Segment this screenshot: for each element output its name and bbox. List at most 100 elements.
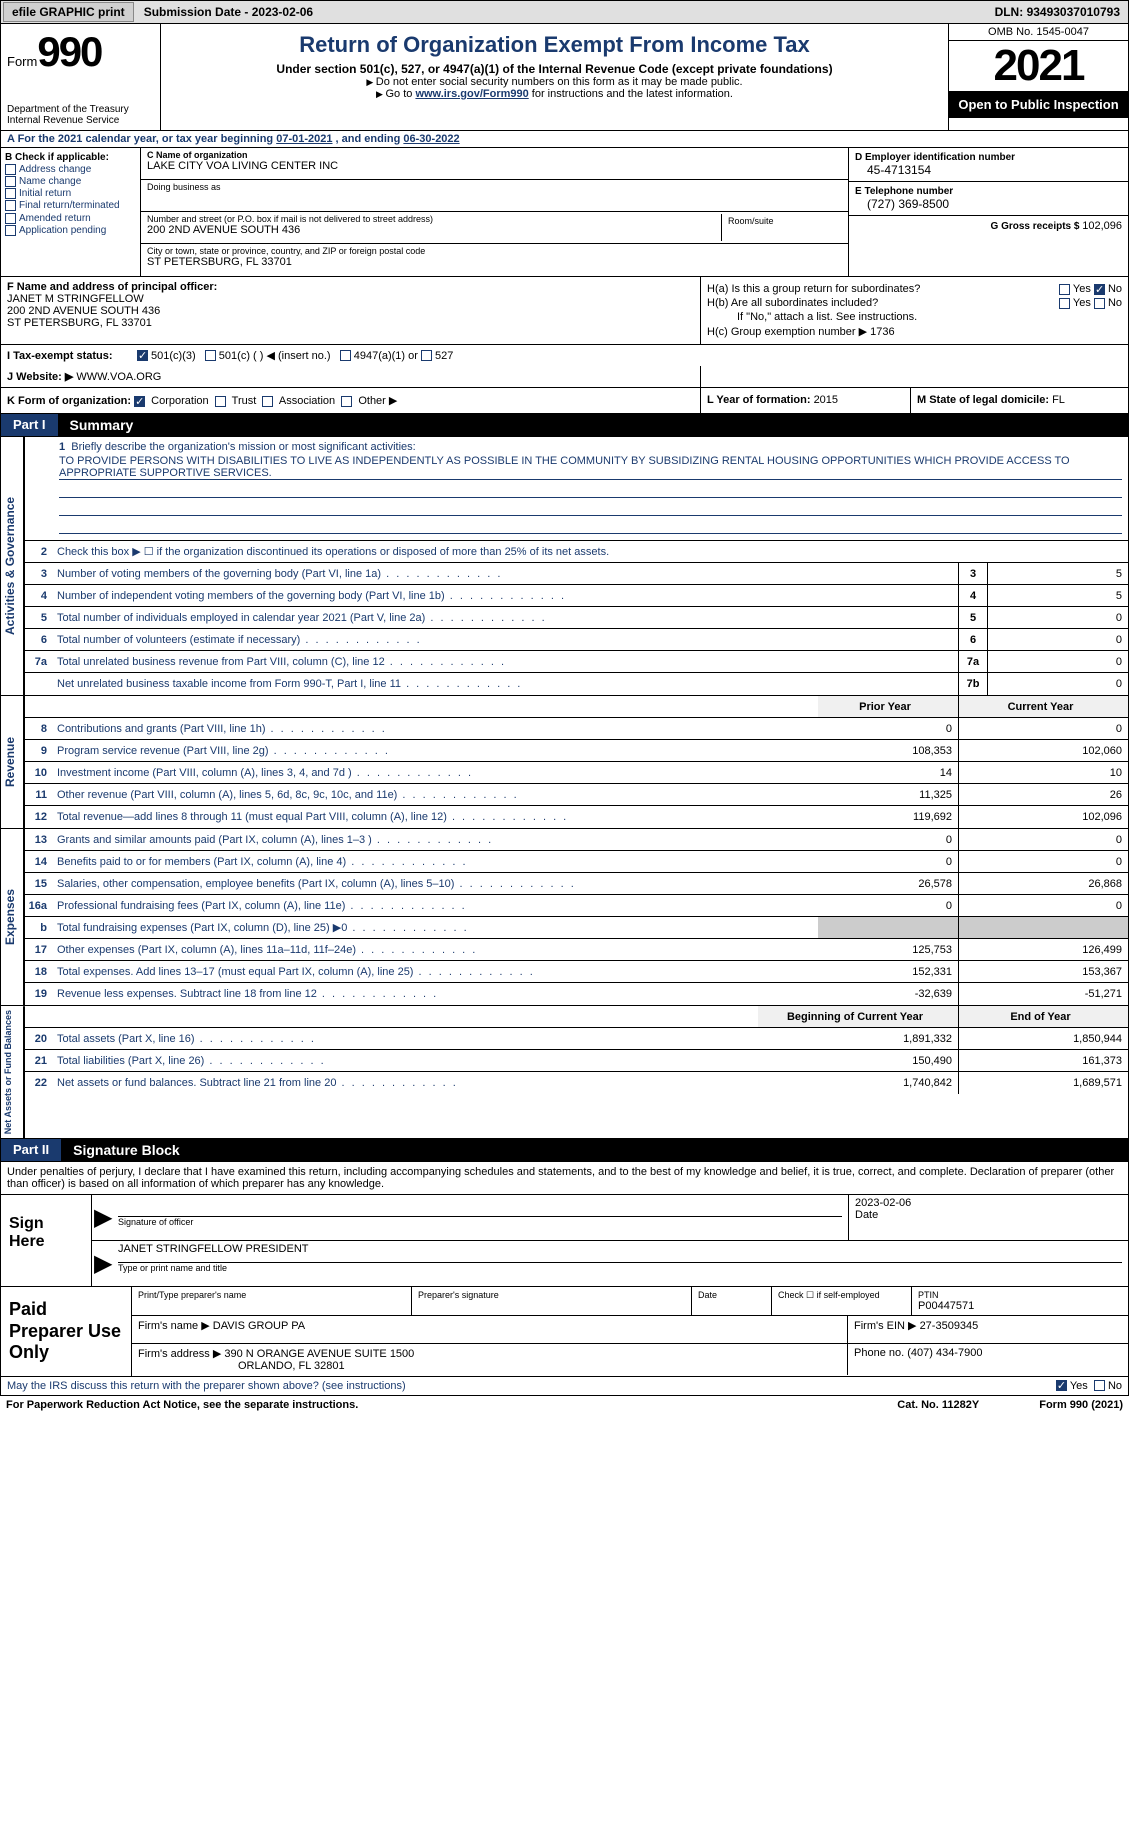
summary-line: 15Salaries, other compensation, employee…	[25, 873, 1128, 895]
sig-line-2: ▶ JANET STRINGFELLOW PRESIDENT Type or p…	[92, 1241, 1128, 1286]
summary-line: 22Net assets or fund balances. Subtract …	[25, 1072, 1128, 1094]
opt-assoc: Association	[279, 395, 335, 407]
firm-phone-label: Phone no.	[854, 1347, 907, 1359]
line-a-mid: , and ending	[336, 133, 404, 145]
officer-name: JANET M STRINGFELLOW	[7, 293, 694, 305]
chk-4947[interactable]	[340, 350, 351, 361]
officer-name-title: JANET STRINGFELLOW PRESIDENT	[118, 1243, 1122, 1263]
part-2-label: Part II	[1, 1139, 61, 1161]
col-begin-year: Beginning of Current Year	[758, 1006, 958, 1027]
firm-addr1: 390 N ORANGE AVENUE SUITE 1500	[224, 1348, 414, 1360]
line-m-state: M State of legal domicile: FL	[911, 388, 1071, 413]
hb-yes-checkbox[interactable]	[1059, 298, 1070, 309]
chk-label: Name change	[19, 176, 81, 187]
ha-yes-checkbox[interactable]	[1059, 284, 1070, 295]
line-desc: Contributions and grants (Part VIII, lin…	[53, 721, 818, 737]
chk-association[interactable]	[262, 396, 273, 407]
summary-line: 14Benefits paid to or for members (Part …	[25, 851, 1128, 873]
line-prior: 14	[818, 762, 958, 783]
city-value: ST PETERSBURG, FL 33701	[147, 256, 842, 268]
sign-here-label: Sign Here	[1, 1195, 91, 1286]
line-desc: Program service revenue (Part VIII, line…	[53, 743, 818, 759]
chk-final-return[interactable]: Final return/terminated	[5, 200, 136, 211]
mission-text: TO PROVIDE PERSONS WITH DISABILITIES TO …	[59, 455, 1122, 480]
line-desc: Total unrelated business revenue from Pa…	[53, 654, 958, 670]
line-current: 0	[958, 829, 1128, 850]
discuss-yes-checkbox[interactable]	[1056, 1380, 1067, 1391]
ein-value: 45-4713154	[855, 163, 1122, 177]
line-current	[958, 917, 1128, 938]
phone-value: (727) 369-8500	[855, 197, 1122, 211]
line-num: 10	[25, 767, 53, 779]
line-num: 20	[25, 1033, 53, 1045]
summary-line: 9Program service revenue (Part VIII, lin…	[25, 740, 1128, 762]
line-desc: Revenue less expenses. Subtract line 18 …	[53, 986, 818, 1002]
part-2-title: Signature Block	[61, 1139, 192, 1161]
chk-other[interactable]	[341, 396, 352, 407]
summary-line: Net unrelated business taxable income fr…	[25, 673, 1128, 695]
line-num: 5	[25, 612, 53, 624]
summary-activities-governance: Activities & Governance 1 Briefly descri…	[0, 437, 1129, 696]
summary-ag-body: 1 Briefly describe the organization's mi…	[25, 437, 1128, 695]
line-i-label: I Tax-exempt status:	[7, 350, 137, 362]
chk-527[interactable]	[421, 350, 432, 361]
tax-year: 2021	[949, 41, 1128, 91]
chk-amended-return[interactable]: Amended return	[5, 213, 136, 224]
line-desc: Total revenue—add lines 8 through 11 (mu…	[53, 809, 818, 825]
tax-year-end: 06-30-2022	[403, 133, 459, 145]
line-a-tax-year: A For the 2021 calendar year, or tax yea…	[0, 131, 1129, 148]
section-bcd: B Check if applicable: Address change Na…	[0, 148, 1129, 277]
line-j-website: J Website: ▶ WWW.VOA.ORG	[0, 366, 1129, 388]
line-desc: Salaries, other compensation, employee b…	[53, 876, 818, 892]
hc-label: H(c) Group exemption number ▶	[707, 326, 867, 338]
no-label: No	[1108, 1380, 1122, 1392]
line-current: 102,096	[958, 806, 1128, 828]
line-current: 161,373	[958, 1050, 1128, 1071]
line-f-h: F Name and address of principal officer:…	[0, 277, 1129, 345]
state-domicile-label: M State of legal domicile:	[917, 394, 1052, 406]
summary-line: 18Total expenses. Add lines 13–17 (must …	[25, 961, 1128, 983]
line-prior: -32,639	[818, 983, 958, 1005]
chk-initial-return[interactable]: Initial return	[5, 188, 136, 199]
chk-trust[interactable]	[215, 396, 226, 407]
line-box: 6	[958, 629, 988, 650]
line-prior: 0	[818, 718, 958, 739]
line-desc: Professional fundraising fees (Part IX, …	[53, 898, 818, 914]
line-f-officer: F Name and address of principal officer:…	[1, 277, 701, 344]
prep-self-employed: Check ☐ if self-employed	[772, 1287, 912, 1315]
sig-arrow-icon: ▶	[92, 1241, 112, 1286]
street-cell: Number and street (or P.O. box if mail i…	[147, 214, 722, 241]
prep-row-2: Firm's name ▶ DAVIS GROUP PA Firm's EIN …	[132, 1316, 1128, 1344]
line-i-status: I Tax-exempt status: 501(c)(3) 501(c) ( …	[0, 345, 1129, 366]
line-current: 0	[958, 851, 1128, 872]
chk-name-change[interactable]: Name change	[5, 176, 136, 187]
firm-ein-cell: Firm's EIN ▶ 27-3509345	[848, 1316, 1128, 1343]
ha-no-checkbox[interactable]	[1094, 284, 1105, 295]
summary-line: 19Revenue less expenses. Subtract line 1…	[25, 983, 1128, 1005]
line-num: 3	[25, 568, 53, 580]
chk-application-pending[interactable]: Application pending	[5, 225, 136, 236]
opt-corp: Corporation	[151, 395, 208, 407]
line-current: 26,868	[958, 873, 1128, 894]
vlabel-expenses: Expenses	[1, 829, 25, 1005]
chk-501c3[interactable]	[137, 350, 148, 361]
line-num: 9	[25, 745, 53, 757]
efile-print-button[interactable]: efile GRAPHIC print	[3, 2, 134, 22]
firm-addr-cell: Firm's address ▶ 390 N ORANGE AVENUE SUI…	[132, 1344, 848, 1375]
form-subtitle-1: Under section 501(c), 527, or 4947(a)(1)…	[169, 62, 940, 76]
submission-label: Submission Date -	[144, 5, 252, 19]
line-2: 2 Check this box ▶ ☐ if the organization…	[25, 541, 1128, 563]
line-prior: 152,331	[818, 961, 958, 982]
chk-501c[interactable]	[205, 350, 216, 361]
line-num: 8	[25, 723, 53, 735]
opt-501c: 501(c) ( ) ◀ (insert no.)	[219, 349, 331, 362]
chk-address-change[interactable]: Address change	[5, 164, 136, 175]
hb-no-checkbox[interactable]	[1094, 298, 1105, 309]
revenue-header-row: b Prior Year Current Year	[25, 696, 1128, 718]
org-name-cell: C Name of organization LAKE CITY VOA LIV…	[141, 148, 848, 180]
chk-corporation[interactable]	[134, 396, 145, 407]
irs-link[interactable]: www.irs.gov/Form990	[415, 88, 528, 100]
discuss-no-checkbox[interactable]	[1094, 1380, 1105, 1391]
summary-line: bTotal fundraising expenses (Part IX, co…	[25, 917, 1128, 939]
firm-name-cell: Firm's name ▶ DAVIS GROUP PA	[132, 1316, 848, 1343]
